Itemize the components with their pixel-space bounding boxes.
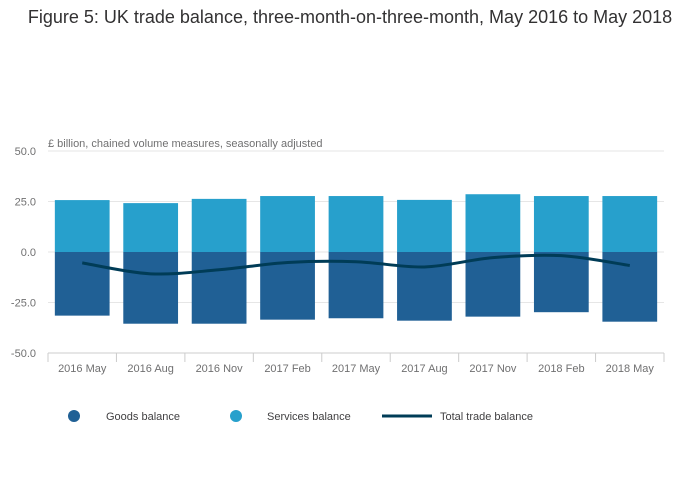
total-line <box>81 253 630 276</box>
goods-bar <box>533 252 589 313</box>
x-tick-label: 2017 Nov <box>469 363 517 375</box>
y-axis-ticks: 50.0 25.0 0.0 -25.0 -50.0 <box>11 146 36 360</box>
services-bar <box>465 194 521 252</box>
services-bar <box>260 196 315 252</box>
y-tick-label: 50.0 <box>15 146 36 158</box>
y-tick-label: -25.0 <box>11 298 36 310</box>
x-tick-label: 2016 May <box>58 363 107 375</box>
legend-services-marker <box>230 410 242 422</box>
y-tick-label: 25.0 <box>15 197 36 209</box>
y-tick-label: 0.0 <box>21 247 36 259</box>
total-trade-line <box>81 253 630 276</box>
bars <box>54 194 658 324</box>
x-tick-label: 2018 May <box>606 363 655 375</box>
legend-total-label: Total trade balance <box>440 411 533 423</box>
x-tick-label: 2016 Aug <box>127 363 174 375</box>
goods-bar <box>397 252 452 321</box>
goods-bar <box>54 252 110 316</box>
legend-goods-marker <box>68 410 80 422</box>
y-tick-label: -50.0 <box>11 348 36 360</box>
legend-services-label: Services balance <box>267 411 351 423</box>
x-tick-label: 2017 Feb <box>264 363 310 375</box>
x-tick-label: 2018 Feb <box>538 363 584 375</box>
services-bar <box>602 196 658 252</box>
chart-subtitle: £ billion, chained volume measures, seas… <box>48 138 323 150</box>
legend-goods-label: Goods balance <box>106 411 180 423</box>
goods-bar <box>123 252 179 324</box>
goods-bar <box>465 252 521 317</box>
x-tick-label: 2016 Nov <box>196 363 244 375</box>
services-bar <box>397 199 452 252</box>
services-bar <box>123 203 179 252</box>
x-axis: 2016 May 2016 Aug 2016 Nov 2017 Feb 2017 May… <box>47 352 665 375</box>
services-bar <box>191 198 247 252</box>
services-bar <box>54 200 110 252</box>
chart-title: Figure 5: UK trade balance, three-month-… <box>27 7 673 27</box>
services-bar <box>328 196 384 252</box>
x-tick-label: 2017 May <box>332 363 381 375</box>
services-bar <box>533 196 589 252</box>
legend: Goods balance Services balance Total trade… <box>68 410 533 423</box>
x-tick-label: 2017 Aug <box>401 363 448 375</box>
goods-bar <box>191 252 247 324</box>
